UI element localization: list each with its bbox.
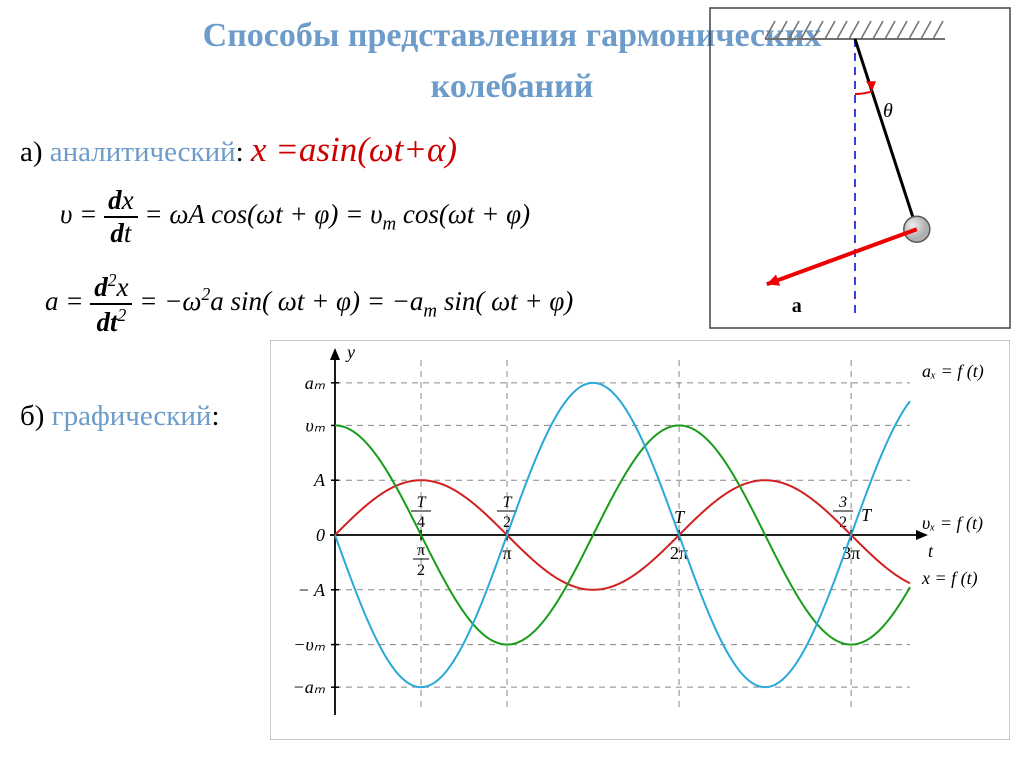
section-b-prefix: б) [20,400,52,432]
svg-text:aₘ: aₘ [305,373,326,393]
svg-text:a: a [792,295,802,317]
svg-text:y: y [345,342,355,362]
section-b-label: графический [52,400,212,432]
svg-text:T: T [503,494,513,511]
section-b-graphical: б) графический: [20,400,220,433]
main-formula: x =asin(ωt+α) [251,130,457,169]
acceleration-formula: a = d2xdt2 = −ω2a sin( ωt + φ) = −am sin… [45,270,573,338]
section-a-prefix: а) [20,136,50,168]
svg-text:π: π [417,542,425,559]
svg-text:−aₘ: −aₘ [293,677,326,697]
svg-text:T: T [417,494,427,511]
svg-text:0: 0 [316,525,325,545]
right-label: υₓ = f (t) [922,513,983,534]
right-label: x = f (t) [921,568,978,589]
right-label: aₓ = f (t) [922,361,984,382]
svg-text:3: 3 [838,494,847,511]
svg-text:−υₘ: −υₘ [293,635,325,655]
svg-text:υₘ: υₘ [306,415,326,435]
title-line2: колебаний [431,68,594,105]
oscillation-chart: aₘυₘA0− A−υₘ−aₘπ2π2π3πT4T2T32Ttyaₓ = f (… [270,340,1010,740]
svg-text:A: A [313,470,326,490]
section-a-analytical: а) аналитический: x =asin(ωt+α) [20,130,700,170]
pendulum-diagram: θa [705,3,1015,333]
svg-text:2: 2 [417,562,425,579]
section-a-label: аналитический [50,136,236,168]
velocity-formula: υ = dxdt = ωA cos(ωt + φ) = υm cos(ωt + … [60,185,530,249]
svg-text:− A: − A [298,580,326,600]
svg-text:θ: θ [883,100,893,122]
